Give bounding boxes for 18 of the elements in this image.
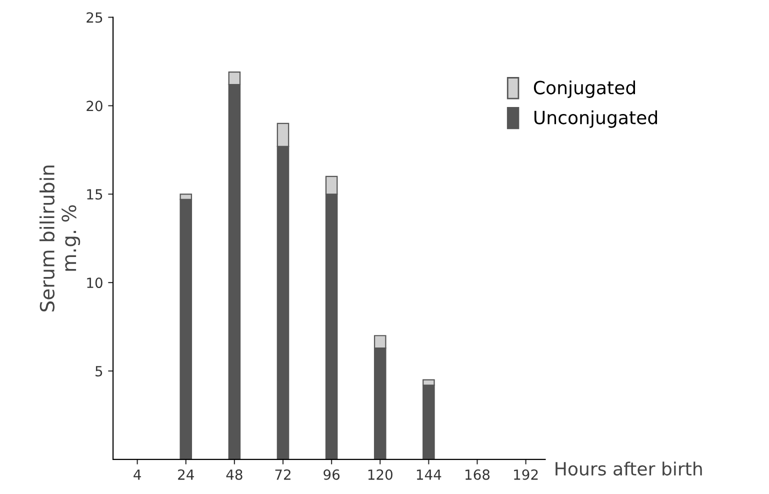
y-tick-label: 25 <box>86 12 102 23</box>
y-tick-label: 20 <box>86 100 102 112</box>
x-tick-label: 96 <box>324 469 340 480</box>
x-tick-label: 24 <box>178 469 194 480</box>
x-tick-label: 120 <box>368 469 392 480</box>
y-tick-label: 15 <box>87 189 102 200</box>
x-tick-label: 4 <box>134 470 141 480</box>
x-tick-label: 192 <box>514 469 538 480</box>
legend-label: Unconjugated <box>534 110 657 128</box>
x-tick-label: 48 <box>226 469 242 480</box>
x-tick-label: 168 <box>466 469 490 480</box>
legend-label: Conjugated <box>534 80 636 98</box>
x-tick-label: 72 <box>275 469 290 480</box>
x-tick-label: 144 <box>416 470 442 480</box>
y-tick-label: 10 <box>87 278 102 288</box>
y-tick-label: 5 <box>96 366 102 376</box>
x-axis-title: Hours after birth <box>556 462 702 476</box>
y-axis-title: Serum bilirubin m.g. % <box>40 166 80 312</box>
